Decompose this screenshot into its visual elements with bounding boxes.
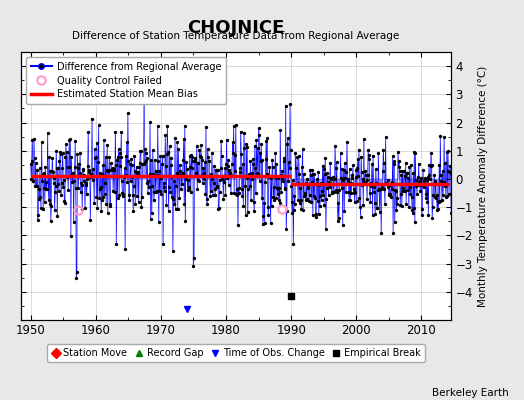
Title: CHOJNICE: CHOJNICE (187, 18, 285, 36)
Y-axis label: Monthly Temperature Anomaly Difference (°C): Monthly Temperature Anomaly Difference (… (478, 65, 488, 307)
Text: Berkeley Earth: Berkeley Earth (432, 388, 508, 398)
Text: Difference of Station Temperature Data from Regional Average: Difference of Station Temperature Data f… (72, 31, 399, 41)
Legend: Station Move, Record Gap, Time of Obs. Change, Empirical Break: Station Move, Record Gap, Time of Obs. C… (47, 344, 425, 362)
